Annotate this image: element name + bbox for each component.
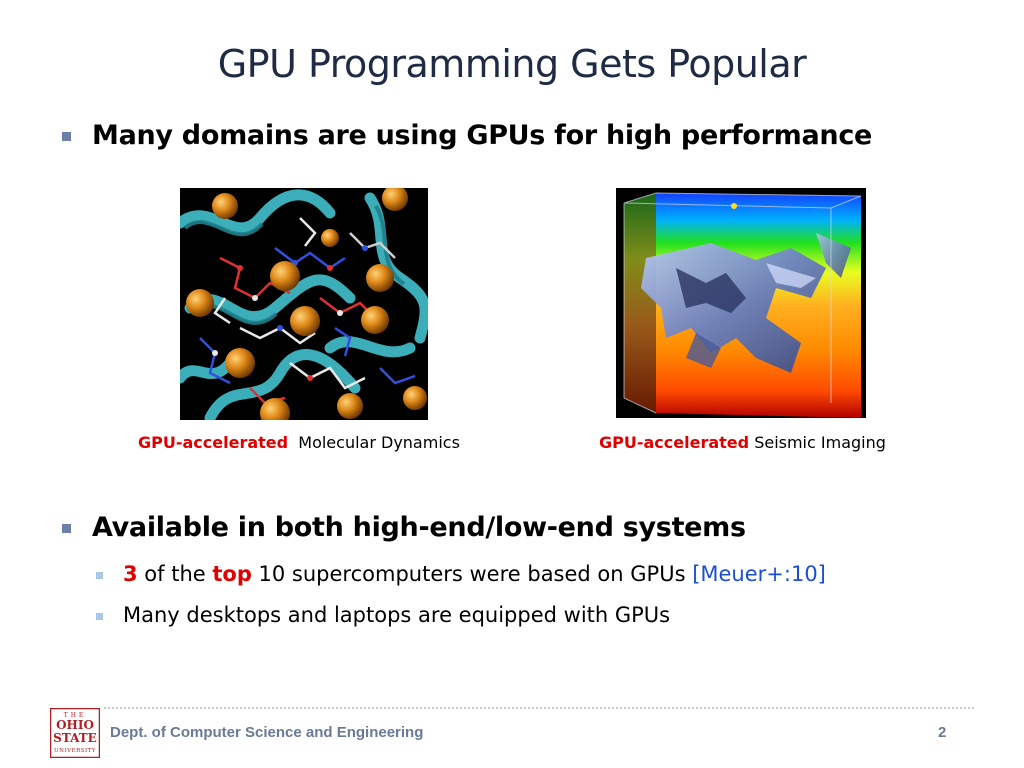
caption-seismic-imaging: GPU-accelerated Seismic Imaging xyxy=(599,433,886,452)
sub-bullet-desktops-text: Many desktops and laptops are equipped w… xyxy=(123,603,671,627)
of-the-text: of the xyxy=(137,562,213,586)
molecular-dynamics-image xyxy=(180,188,428,420)
caption-seismic-text: Seismic Imaging xyxy=(754,433,886,452)
sub-bullet-square-icon xyxy=(96,572,103,579)
page-number: 2 xyxy=(938,724,947,741)
bullet-systems-text: Available in both high-end/low-end syste… xyxy=(92,512,746,543)
ohio-state-logo: THE OHIO STATE UNIVERSITY xyxy=(49,707,101,759)
seismic-imaging-image xyxy=(616,188,866,418)
caption-molecular-text: Molecular Dynamics xyxy=(298,433,460,452)
svg-text:UNIVERSITY: UNIVERSITY xyxy=(54,748,96,754)
slide-title: GPU Programming Gets Popular xyxy=(217,42,807,86)
supercomputers-text: 10 supercomputers were based on GPUs xyxy=(251,562,693,586)
caption-molecular-dynamics: GPU-accelerated Molecular Dynamics xyxy=(138,433,460,452)
svg-text:STATE: STATE xyxy=(53,731,97,745)
bullet-square-icon xyxy=(62,524,71,533)
citation: [Meuer+:10] xyxy=(692,562,826,586)
caption-accelerated-label: GPU-accelerated xyxy=(138,433,289,452)
count-highlight: 3 xyxy=(123,562,138,586)
seismic-imaging-illustration xyxy=(616,188,866,418)
footer-department: Dept. of Computer Science and Engineerin… xyxy=(110,724,424,741)
svg-text:THE: THE xyxy=(64,712,87,719)
molecular-dynamics-illustration xyxy=(180,188,428,420)
bullet-domains-text: Many domains are using GPUs for high per… xyxy=(92,120,873,151)
sub-bullet-square-icon xyxy=(96,613,103,620)
top-highlight: top xyxy=(212,562,252,586)
svg-text:OHIO: OHIO xyxy=(56,718,94,732)
footer-divider xyxy=(104,707,974,709)
ohio-state-logo-mark: THE OHIO STATE UNIVERSITY xyxy=(49,707,101,759)
sub-bullet-supercomputers-text: 3 of the top 10 supercomputers were base… xyxy=(123,562,826,586)
bullet-square-icon xyxy=(62,132,71,141)
caption-accelerated-label: GPU-accelerated xyxy=(599,433,750,452)
